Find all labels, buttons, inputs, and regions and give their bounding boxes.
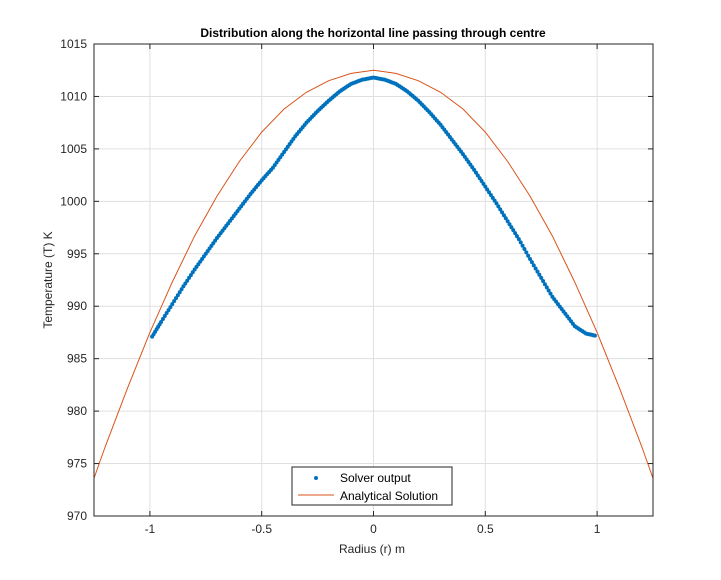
data-point	[544, 285, 549, 290]
data-point	[528, 257, 533, 262]
data-point	[501, 213, 506, 218]
data-point	[542, 282, 547, 287]
data-point	[535, 269, 540, 274]
data-point	[592, 333, 597, 338]
x-tick-label: 0	[370, 522, 377, 536]
legend-marker-solver-output	[314, 476, 318, 480]
data-point	[541, 279, 546, 284]
data-point	[516, 237, 521, 242]
data-point	[531, 263, 536, 268]
data-point	[498, 207, 503, 212]
y-tick-label: 975	[67, 457, 87, 471]
y-tick-label: 995	[67, 247, 87, 261]
data-point	[546, 288, 551, 293]
data-point	[168, 305, 173, 310]
y-tick-label: 1000	[60, 194, 87, 208]
data-point	[162, 314, 167, 319]
data-point	[500, 210, 505, 215]
y-tick-label: 1010	[60, 89, 87, 103]
chart-title: Distribution along the horizontal line p…	[200, 26, 546, 40]
data-point	[520, 243, 525, 248]
data-point	[494, 201, 499, 206]
data-point	[513, 231, 518, 236]
y-tick-label: 985	[67, 352, 87, 366]
y-tick-label: 980	[67, 404, 87, 418]
x-tick-label: 1	[594, 522, 601, 536]
x-axis-label: Radius (r) m	[339, 542, 405, 556]
data-point	[505, 219, 510, 224]
data-point	[533, 266, 538, 271]
y-tick-label: 1015	[60, 37, 87, 51]
data-point	[537, 272, 542, 277]
data-point	[179, 287, 184, 292]
data-point	[160, 316, 165, 321]
legend: Solver output Analytical Solution	[291, 466, 453, 506]
data-point	[524, 250, 529, 255]
data-point	[514, 234, 519, 239]
data-point	[539, 275, 544, 280]
legend-label-analytical-solution: Analytical Solution	[340, 489, 438, 503]
data-point	[164, 311, 169, 316]
data-point	[526, 253, 531, 258]
data-point	[522, 247, 527, 252]
x-tick-label: -1	[145, 522, 156, 536]
ticks: -1 -0.5 0 0.5 1 970 975 980 985 990 995 1000 1005 101…	[60, 37, 653, 536]
data-point	[175, 293, 180, 298]
x-tick-label: -0.5	[251, 522, 272, 536]
y-tick-label: 990	[67, 299, 87, 313]
series-markers-solver-output	[150, 75, 597, 339]
data-point	[172, 299, 177, 304]
data-point	[177, 290, 182, 295]
data-point	[496, 204, 501, 209]
series-line-analytical-solution	[93, 69, 654, 479]
data-point	[511, 228, 516, 233]
data-point	[518, 240, 523, 245]
legend-label-solver-output: Solver output	[340, 471, 411, 485]
data-point	[166, 308, 171, 313]
data-point	[170, 302, 175, 307]
y-tick-label: 970	[67, 509, 87, 523]
y-tick-label: 1005	[60, 142, 87, 156]
legend-box	[291, 466, 453, 506]
x-tick-label: 0.5	[477, 522, 494, 536]
data-point	[173, 296, 178, 301]
data-point	[509, 225, 514, 230]
data-point	[503, 216, 508, 221]
data-point	[548, 291, 553, 296]
y-axis-label: Temperature (T) K	[41, 231, 55, 328]
data-point	[507, 222, 512, 227]
data-point	[159, 319, 164, 324]
data-point	[529, 260, 534, 265]
series-layer	[93, 69, 654, 479]
